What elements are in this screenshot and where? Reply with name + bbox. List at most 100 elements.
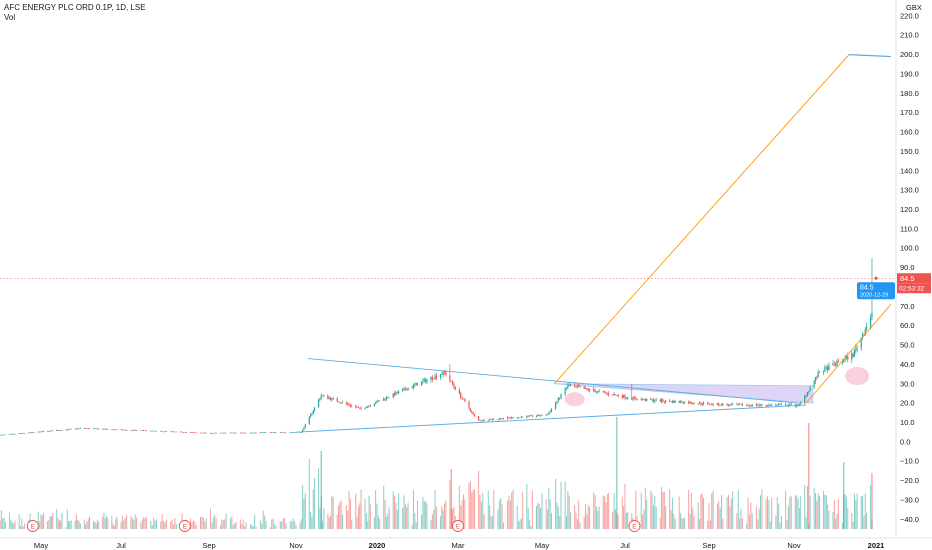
candle-body <box>60 430 62 431</box>
candle-body <box>433 378 435 380</box>
volume-bar <box>98 521 100 529</box>
volume-bar <box>809 495 811 529</box>
candle-body <box>272 432 274 433</box>
candle-body <box>70 428 72 430</box>
candle-body <box>564 389 566 395</box>
volume-bar <box>249 523 251 529</box>
candle-body <box>40 431 42 433</box>
volume-bar <box>328 517 330 529</box>
volume-bar <box>170 521 172 529</box>
volume-bar <box>785 490 787 529</box>
candle-body <box>388 397 390 398</box>
candle-body <box>124 429 126 431</box>
candle-body <box>835 363 837 366</box>
candle-body <box>612 394 614 396</box>
volume-bar <box>18 514 20 529</box>
volume-bar <box>222 520 224 529</box>
volume-bar <box>275 526 277 529</box>
candle-body <box>331 398 333 400</box>
volume-bar <box>464 499 466 529</box>
volume-bar <box>394 495 396 529</box>
candle-body <box>693 403 695 405</box>
candle-body <box>587 389 589 391</box>
volume-bar <box>825 495 827 529</box>
candle-body <box>242 432 244 434</box>
candle-body <box>593 388 595 391</box>
earnings-marker-label: E <box>183 524 188 531</box>
candle-body <box>498 418 500 420</box>
volume-bar <box>693 515 695 529</box>
candle-body <box>589 388 591 391</box>
candle-body <box>597 390 599 392</box>
candle-body <box>633 397 636 399</box>
volume-bar <box>133 520 135 529</box>
candle-body <box>632 397 634 400</box>
candle-body <box>329 397 332 400</box>
price-tick-label: 200.0 <box>900 50 919 59</box>
volume-bar <box>669 489 671 529</box>
price-tick-label: 120.0 <box>900 205 919 214</box>
volume-bar <box>311 516 313 529</box>
candle-body <box>180 431 182 433</box>
volume-bar <box>388 507 390 529</box>
candle-body <box>39 431 41 433</box>
volume-bar <box>195 524 197 529</box>
candle-body <box>83 428 85 429</box>
volume-bar <box>816 500 818 529</box>
volume-bar <box>565 515 567 529</box>
candle-body <box>689 402 691 404</box>
volume-bar <box>130 516 132 529</box>
candle-body <box>794 404 796 406</box>
volume-bar <box>41 515 43 529</box>
candle-body <box>396 392 398 394</box>
volume-bar <box>688 489 690 529</box>
volume-bar <box>568 495 570 529</box>
time-axis[interactable]: May Jul Sep Nov 2020 Mar May Jul Sep Nov 2021 <box>0 537 932 550</box>
candle-body <box>357 407 360 408</box>
volume-bar <box>89 516 91 529</box>
candle-body <box>313 407 316 411</box>
volume-bar <box>50 516 52 529</box>
volume-bar <box>10 519 12 529</box>
candle-body <box>281 432 283 433</box>
volume-bar <box>199 517 201 529</box>
candle-body <box>232 432 234 434</box>
candle-body <box>623 395 625 398</box>
candle-body <box>234 432 236 434</box>
volume-bar <box>155 519 157 529</box>
candle-body <box>453 384 455 387</box>
volume-bar <box>719 507 721 529</box>
candle-body <box>845 356 848 359</box>
candle-body <box>194 432 196 434</box>
candle-body <box>351 405 353 407</box>
countdown-badge <box>897 283 931 294</box>
candle-body <box>709 404 711 405</box>
volume-bar <box>787 506 789 529</box>
candle-body <box>716 403 718 405</box>
candle-body <box>14 433 16 435</box>
candle-body <box>468 401 470 409</box>
candle-body <box>517 417 520 418</box>
candle-body <box>373 403 375 406</box>
volume-bar <box>468 482 470 529</box>
candle-body <box>102 428 104 430</box>
volume-bar <box>587 505 589 529</box>
price-axis[interactable]: 220.0 210.0 200.0 190.0 180.0 170.0 160.0 150.0… <box>895 0 922 538</box>
candle-body <box>87 428 89 429</box>
volume-bar <box>574 505 576 529</box>
candle-body <box>292 432 294 433</box>
candle-body <box>348 404 350 406</box>
volume-bar <box>502 522 504 529</box>
candle-body <box>261 432 263 433</box>
target-level-line <box>849 53 891 58</box>
chart-drawings-under <box>554 367 870 407</box>
volume-bar <box>2 518 4 529</box>
volume-bar <box>310 511 312 529</box>
candle-body <box>729 405 731 406</box>
candle-body <box>583 387 585 389</box>
volume-bar <box>585 504 587 529</box>
volume-bar <box>126 514 128 529</box>
volume-bar <box>707 520 709 529</box>
volume-bar <box>359 503 361 529</box>
